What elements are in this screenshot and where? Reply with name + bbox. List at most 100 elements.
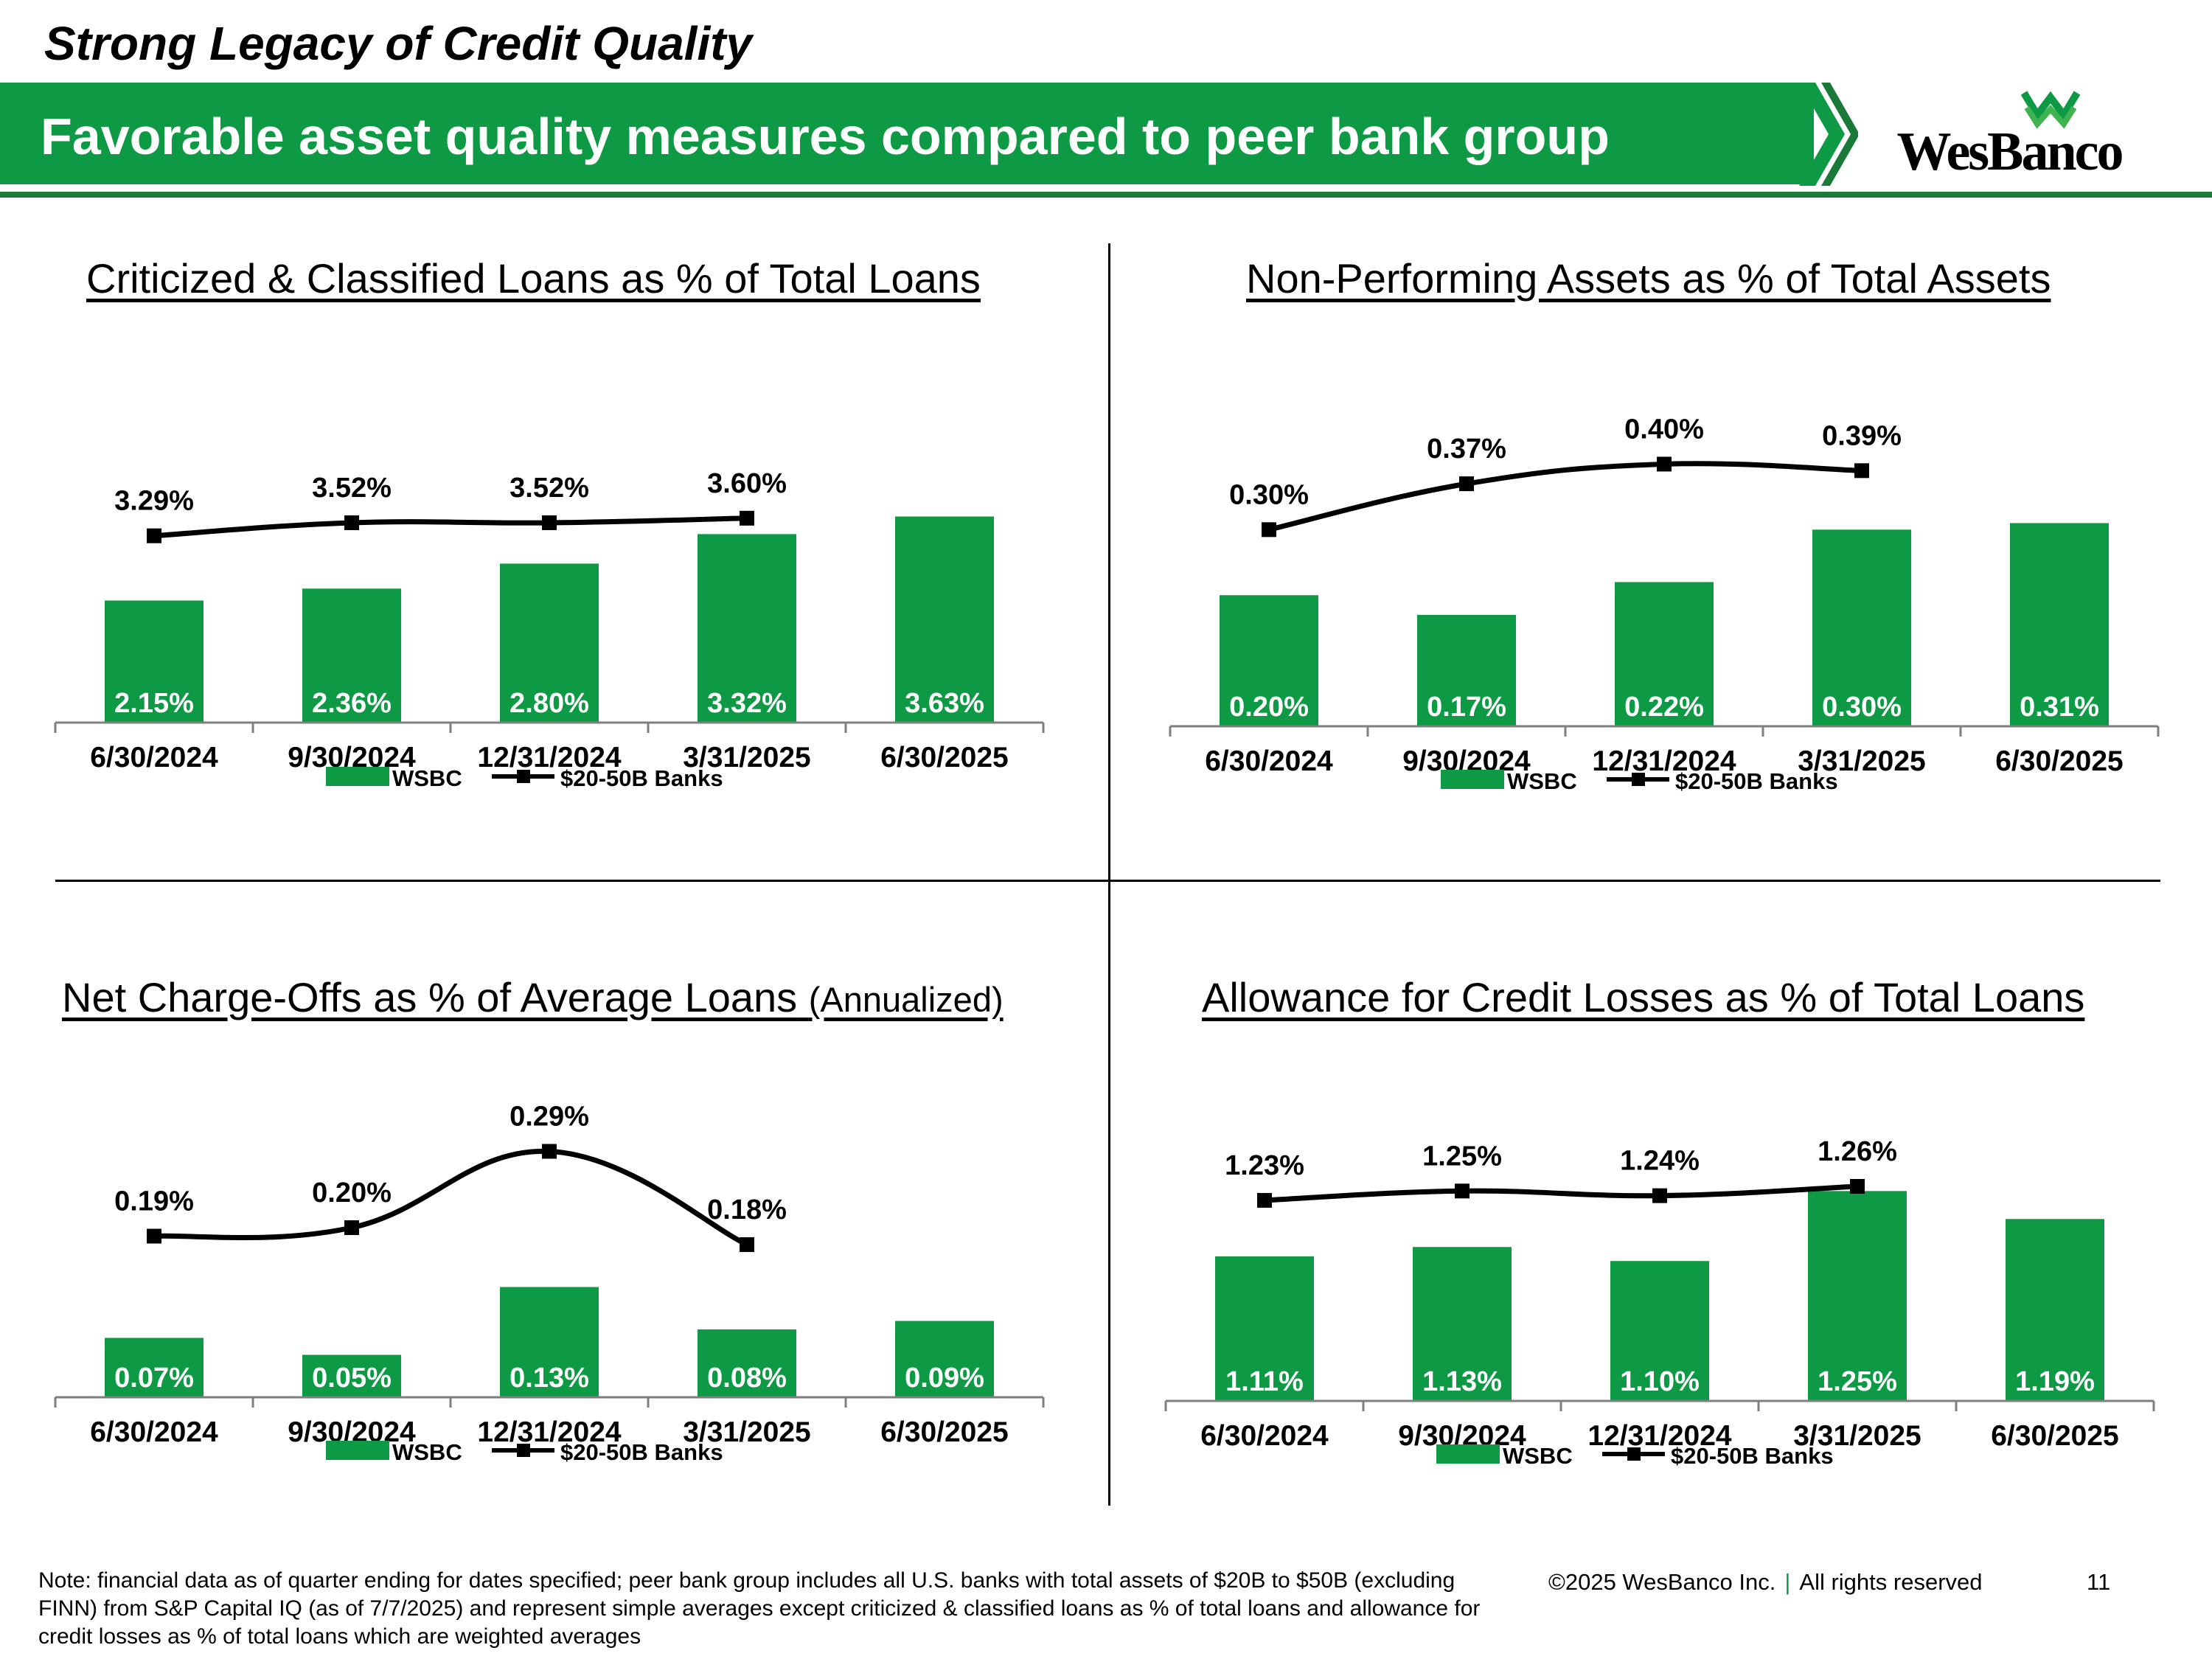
peer-data-label: 0.20% xyxy=(312,1178,392,1208)
header-rule xyxy=(0,192,2212,198)
wsbc-bar xyxy=(1808,1191,1907,1401)
peer-data-label: 0.40% xyxy=(1624,414,1704,445)
wesbanco-logo: WesBanco xyxy=(1897,91,2124,179)
peer-marker xyxy=(1459,476,1474,492)
banner-chevron-icon xyxy=(1799,83,1858,186)
wsbc-bar-label: 1.19% xyxy=(2015,1366,2095,1397)
peer-marker xyxy=(1455,1183,1470,1199)
x-tick-label: 6/30/2025 xyxy=(1995,745,2124,777)
peer-marker xyxy=(1652,1188,1667,1203)
wsbc-bar xyxy=(2006,1219,2104,1401)
chart-title-nco-main: Net Charge-Offs as % of Average Loans xyxy=(62,974,798,1020)
wsbc-bar xyxy=(1413,1247,1512,1401)
peer-data-label: 3.29% xyxy=(114,486,194,517)
legend-peer-label: $20-50B Banks xyxy=(1675,768,1838,794)
section-kicker: Strong Legacy of Credit Quality xyxy=(44,17,753,70)
wsbc-bar xyxy=(500,563,599,723)
wsbc-bar xyxy=(105,600,204,723)
legend-wsbc-swatch xyxy=(326,767,389,786)
peer-data-label: 0.37% xyxy=(1427,434,1506,465)
legend-peer-label: $20-50B Banks xyxy=(560,765,723,791)
rights-text: All rights reserved xyxy=(1799,1569,1983,1595)
chart-title-nco: Net Charge-Offs as % of Average Loans (A… xyxy=(62,973,1004,1021)
wsbc-bar-label: 1.25% xyxy=(1818,1366,1897,1397)
wsbc-bar xyxy=(1417,614,1516,726)
legend-wsbc-label: WSBC xyxy=(1503,1443,1573,1469)
wsbc-bar-label: 0.22% xyxy=(1624,692,1704,723)
wsbc-bar xyxy=(1215,1256,1314,1401)
x-tick-label: 12/31/2024 xyxy=(477,742,622,773)
legend-peer-label: $20-50B Banks xyxy=(560,1439,723,1465)
page-number: 11 xyxy=(2087,1569,2111,1595)
peer-data-label: 1.25% xyxy=(1422,1141,1502,1172)
x-tick-label: 12/31/2024 xyxy=(1592,745,1736,777)
peer-marker xyxy=(147,1228,161,1244)
wsbc-bar xyxy=(1615,582,1714,726)
wsbc-bar xyxy=(895,516,994,723)
wsbc-bar-label: 0.05% xyxy=(312,1363,392,1394)
x-tick-label: 6/30/2024 xyxy=(1200,1420,1329,1452)
peer-line xyxy=(151,1148,750,1248)
wsbc-bar-label: 2.36% xyxy=(312,688,392,719)
peer-data-label: 0.19% xyxy=(114,1186,194,1217)
peer-data-label: 0.30% xyxy=(1229,479,1309,510)
peer-marker xyxy=(740,510,754,526)
legend-wsbc-label: WSBC xyxy=(392,765,462,791)
x-tick-label: 3/31/2025 xyxy=(683,1416,811,1448)
x-tick-label: 3/31/2025 xyxy=(1793,1420,1921,1452)
peer-data-label: 1.26% xyxy=(1818,1136,1897,1167)
quadrant-divider-vertical xyxy=(1108,243,1110,1506)
peer-data-label: 0.29% xyxy=(509,1102,589,1133)
legend-wsbc-swatch xyxy=(1441,770,1504,789)
peer-marker xyxy=(1262,522,1276,538)
legend-peer-label: $20-50B Banks xyxy=(1671,1443,1834,1469)
wsbc-bar xyxy=(500,1287,599,1397)
wsbc-bar-label: 1.11% xyxy=(1225,1366,1304,1397)
legend-peer-marker xyxy=(1627,1447,1641,1461)
chart-net-charge-offs: 0.07% 0.05% 0.13% 0.08% 0.09%6/30/2024 9/30/2… xyxy=(54,1102,1045,1465)
x-tick-label: 3/31/2025 xyxy=(1798,745,1926,777)
chart-title-acl: Allowance for Credit Losses as % of Tota… xyxy=(1202,974,2085,1020)
wsbc-bar xyxy=(2010,523,2109,726)
peer-line xyxy=(1266,461,1865,532)
peer-marker xyxy=(1257,1192,1272,1208)
x-tick-label: 12/31/2024 xyxy=(1587,1420,1732,1452)
peer-data-label: 3.60% xyxy=(707,468,787,499)
wsbc-bar-label: 0.17% xyxy=(1427,692,1506,723)
x-tick-label: 12/31/2024 xyxy=(477,1416,622,1448)
peer-data-label: 1.24% xyxy=(1620,1146,1700,1177)
wsbc-bar xyxy=(895,1321,994,1397)
wsbc-bar-label: 0.13% xyxy=(509,1363,589,1394)
peer-marker xyxy=(344,1220,359,1235)
x-tick-label: 6/30/2025 xyxy=(1991,1420,2119,1452)
wsbc-bar xyxy=(698,534,796,723)
peer-line xyxy=(1262,1183,1860,1203)
peer-marker xyxy=(1854,463,1869,479)
quadrant-divider-horizontal xyxy=(55,880,2160,882)
legend-wsbc-swatch xyxy=(1436,1444,1500,1464)
copyright-separator: | xyxy=(1784,1569,1791,1595)
wsbc-bar-label: 0.09% xyxy=(905,1363,984,1394)
copyright: ©2025 WesBanco Inc. | All rights reserved xyxy=(1548,1569,1983,1596)
chart-title-criticized: Criticized & Classified Loans as % of To… xyxy=(86,255,981,302)
peer-marker xyxy=(740,1237,754,1252)
wsbc-bar xyxy=(1610,1261,1709,1401)
chart-title-nco-suffix: (Annualized) xyxy=(808,980,1004,1019)
peer-data-label: 0.18% xyxy=(707,1194,787,1225)
peer-data-label: 0.39% xyxy=(1822,420,1902,451)
chart-criticized-loans: 2.15% 2.36% 2.80% 3.32% 3.63%6/30/2024 9/30/2… xyxy=(54,468,1045,791)
peer-data-label: 3.52% xyxy=(312,473,392,504)
wsbc-bar xyxy=(1812,529,1911,726)
wsbc-bar-label: 0.07% xyxy=(114,1363,194,1394)
legend-wsbc-label: WSBC xyxy=(1507,768,1577,794)
chart-non-performing-assets: 0.20% 0.17% 0.22% 0.30% 0.31%6/30/2024 9/30/2… xyxy=(1169,414,2160,794)
page-title: Favorable asset quality measures compare… xyxy=(41,108,1610,165)
wsbc-bar xyxy=(698,1329,796,1397)
footnote: Note: financial data as of quarter endin… xyxy=(38,1568,1481,1649)
peer-marker xyxy=(1850,1178,1865,1194)
chart-title-npa: Non-Performing Assets as % of Total Asse… xyxy=(1246,255,2051,302)
wsbc-bar-label: 1.10% xyxy=(1620,1366,1700,1397)
wsbc-bar-label: 1.13% xyxy=(1422,1366,1502,1397)
legend-peer-marker xyxy=(517,770,530,783)
